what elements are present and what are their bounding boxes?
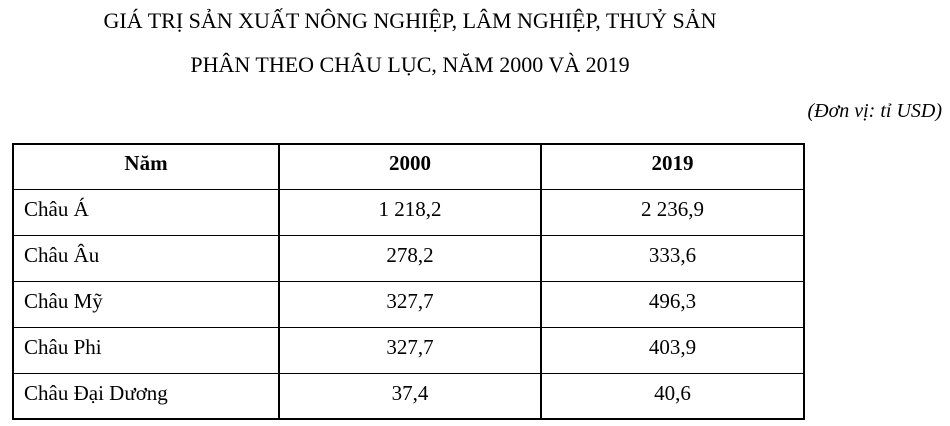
header-cell-2019: 2019 <box>540 143 805 190</box>
table-row-chau-phi: Châu Phi 327,7 403,9 <box>12 326 805 374</box>
table-row-chau-a: Châu Á 1 218,2 2 236,9 <box>12 188 805 236</box>
row-label: Châu Á <box>12 188 280 236</box>
row-value-2000: 1 218,2 <box>278 188 542 236</box>
figure-title-line2: PHÂN THEO CHÂU LỤC, NĂM 2000 VÀ 2019 <box>190 52 630 77</box>
figure-title: GIÁ TRỊ SẢN XUẤT NÔNG NGHIỆP, LÂM NGHIỆP… <box>0 6 820 80</box>
row-value-2000: 278,2 <box>278 234 542 282</box>
row-value-2000: 37,4 <box>278 372 542 420</box>
header-cell-2000: 2000 <box>278 143 542 190</box>
row-value-2000: 327,7 <box>278 326 542 374</box>
row-label: Châu Phi <box>12 326 280 374</box>
row-label: Châu Âu <box>12 234 280 282</box>
row-label: Châu Đại Dương <box>12 372 280 420</box>
row-value-2019: 496,3 <box>540 280 805 328</box>
data-table: Năm 2000 2019 Châu Á 1 218,2 2 236,9 Châ… <box>12 143 805 420</box>
row-value-2019: 40,6 <box>540 372 805 420</box>
table-row-chau-my: Châu Mỹ 327,7 496,3 <box>12 280 805 328</box>
header-cell-nam: Năm <box>12 143 280 190</box>
table-row-chau-dai-duong: Châu Đại Dương 37,4 40,6 <box>12 372 805 420</box>
row-value-2000: 327,7 <box>278 280 542 328</box>
header-row: Năm 2000 2019 <box>12 143 805 190</box>
row-value-2019: 403,9 <box>540 326 805 374</box>
row-label: Châu Mỹ <box>12 280 280 328</box>
row-value-2019: 333,6 <box>540 234 805 282</box>
table-row-chau-au: Châu Âu 278,2 333,6 <box>12 234 805 282</box>
figure-title-line1: GIÁ TRỊ SẢN XUẤT NÔNG NGHIỆP, LÂM NGHIỆP… <box>103 8 717 33</box>
unit-note: (Đơn vị: tỉ USD) <box>807 100 942 122</box>
row-value-2019: 2 236,9 <box>540 188 805 236</box>
